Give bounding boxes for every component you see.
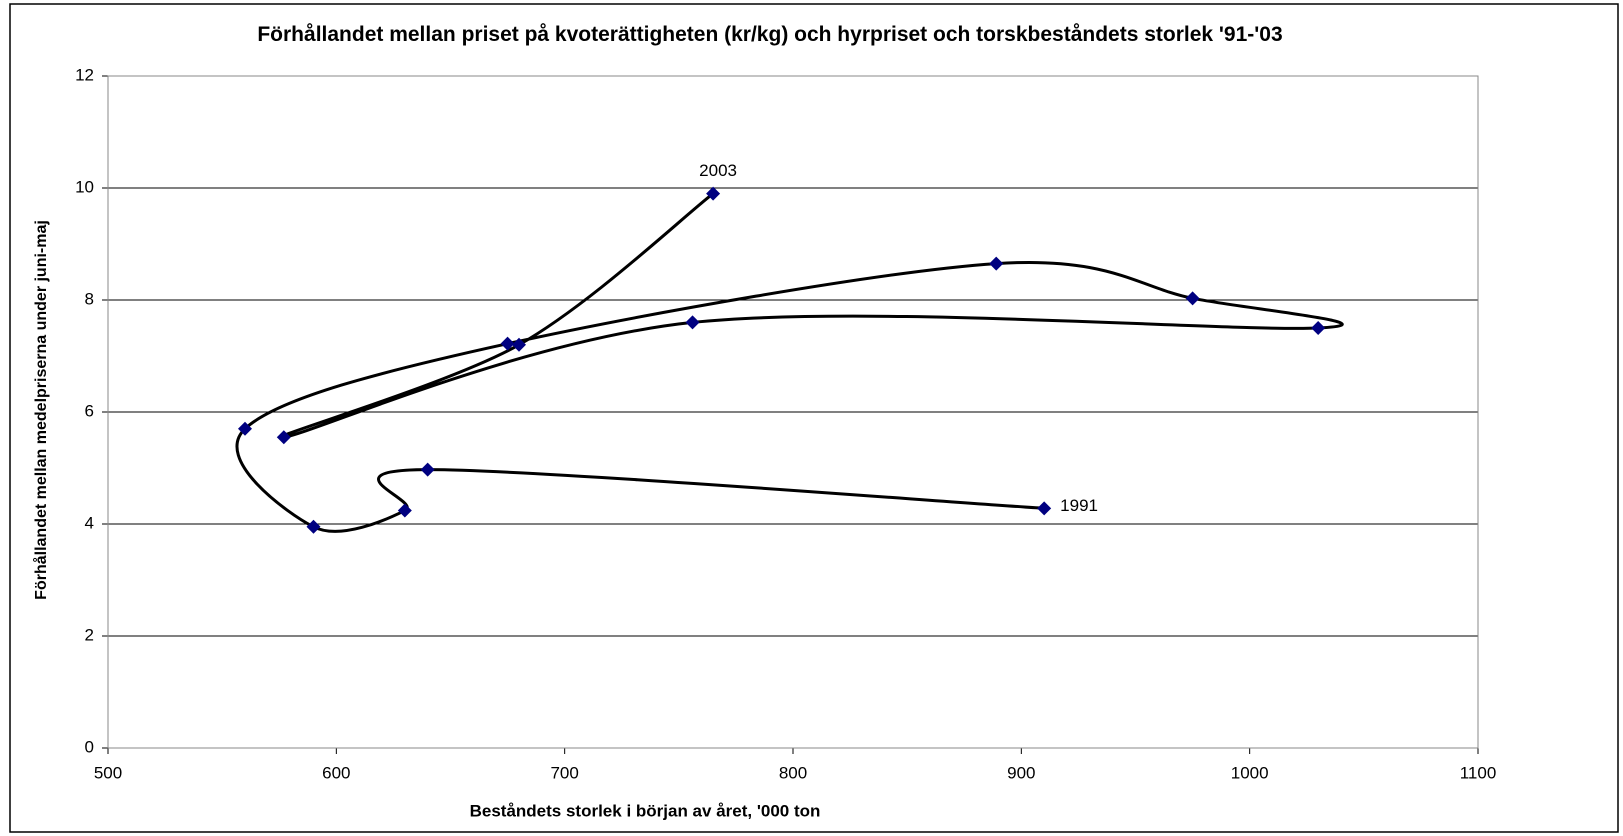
x-tick-label: 1100 — [1460, 763, 1497, 782]
x-tick-label: 800 — [779, 763, 807, 782]
y-tick-label: 2 — [85, 625, 94, 644]
x-tick-label: 900 — [1007, 763, 1035, 782]
y-tick-label: 12 — [75, 65, 94, 84]
data-point — [1037, 501, 1052, 516]
y-tick-label: 4 — [85, 513, 94, 532]
x-tick-label: 700 — [550, 763, 578, 782]
data-point — [1185, 291, 1200, 306]
data-point — [706, 186, 721, 201]
x-tick-label: 600 — [322, 763, 350, 782]
y-axis-label: Förhållandet mellan medelpriserna under … — [32, 220, 50, 600]
y-tick-label: 6 — [85, 401, 94, 420]
data-point — [397, 503, 412, 518]
x-axis-label: Beståndets storlek i början av året, '00… — [470, 801, 821, 820]
y-tick-label: 8 — [85, 289, 94, 308]
plot-frame — [107, 75, 1479, 749]
data-point — [500, 336, 515, 351]
chart-frame — [9, 3, 1619, 833]
x-tick-label: 500 — [94, 763, 122, 782]
data-point — [989, 256, 1004, 271]
data-point — [276, 430, 291, 445]
series-line — [235, 192, 1344, 533]
chart-title: Förhållandet mellan priset på kvoterätti… — [257, 23, 1283, 46]
data-point — [512, 337, 526, 352]
x-tick-label: 1000 — [1231, 763, 1269, 782]
data-point — [306, 519, 321, 534]
point-label: 1991 — [1060, 496, 1098, 515]
data-point — [420, 462, 435, 477]
y-tick-label: 10 — [75, 177, 94, 196]
point-label: 2003 — [699, 161, 737, 180]
data-point — [238, 421, 252, 436]
data-point — [1311, 321, 1326, 335]
data-point — [685, 315, 700, 330]
y-tick-label: 0 — [85, 737, 94, 756]
